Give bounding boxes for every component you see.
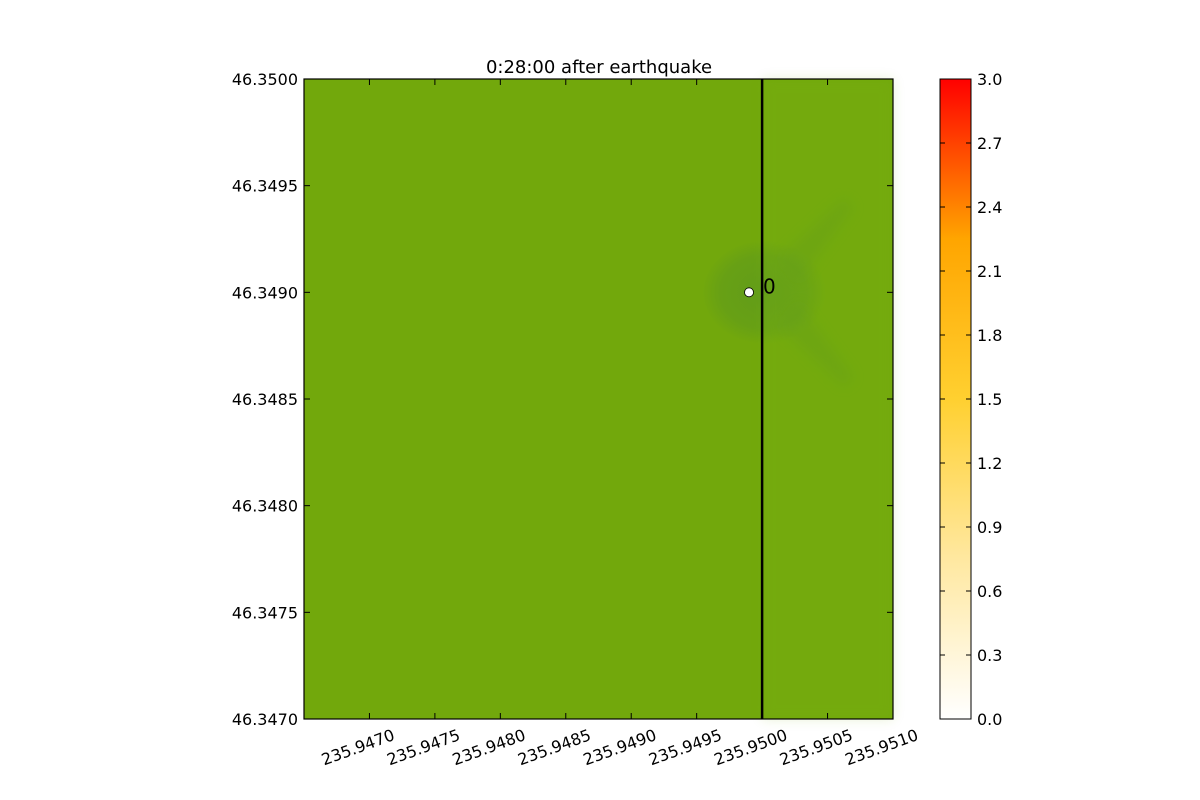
x-tick-label: 235.9480 [450,725,528,769]
x-tick-label: 235.9500 [712,725,790,769]
x-tick-label: 235.9495 [646,725,724,769]
colorbar-gradient [940,79,971,719]
x-tick-label: 235.9510 [842,725,920,769]
y-tick-label: 46.3480 [232,497,298,516]
x-tick-label: 235.9475 [384,725,462,769]
colorbar-tick-label: 2.4 [977,198,1002,217]
colorbar-tick-label: 1.5 [977,390,1002,409]
terrain-shading [702,79,893,719]
colorbar-tick-label: 0.9 [977,518,1002,537]
colorbar-tick-label: 1.8 [977,326,1002,345]
y-tick-label: 46.3500 [232,70,298,89]
gauge-marker [744,287,754,298]
colorbar-tick-label: 0.6 [977,582,1002,601]
colorbar-tick-label: 3.0 [977,70,1002,89]
plot-area: 0 [303,78,894,720]
colorbar-tick-label: 0.0 [977,710,1002,729]
gauge-label: 0 [763,274,776,298]
colorbar-tick-label: 0.3 [977,646,1002,665]
x-tick-label: 235.9505 [777,725,855,769]
colorbar-ticks: 0.0 0.3 0.6 0.9 1.2 1.5 1.8 2.1 2.4 2.7 3.0 [940,70,1002,729]
y-tick-label: 46.3490 [232,283,298,302]
x-tick-label: 235.9470 [319,725,397,769]
y-tick-label: 46.3470 [232,710,298,729]
y-tick-label: 46.3475 [232,603,298,622]
x-tick-label: 235.9490 [581,725,659,769]
east-shading [762,79,893,719]
y-tick-label: 46.3495 [232,177,298,196]
y-axis: 46.3500 46.3495 46.3490 46.3485 46.3480 46.34… [232,70,893,729]
colorbar-tick-label: 2.1 [977,262,1002,281]
chart-title: 0:28:00 after earthquake [486,57,712,78]
colorbar-tick-label: 1.2 [977,454,1002,473]
x-tick-label: 235.9485 [515,725,593,769]
y-tick-label: 46.3485 [232,390,298,409]
colorbar-tick-label: 2.7 [977,134,1002,153]
colorbar: 0.0 0.3 0.6 0.9 1.2 1.5 1.8 2.1 2.4 2.7 3.0 [939,70,1002,729]
